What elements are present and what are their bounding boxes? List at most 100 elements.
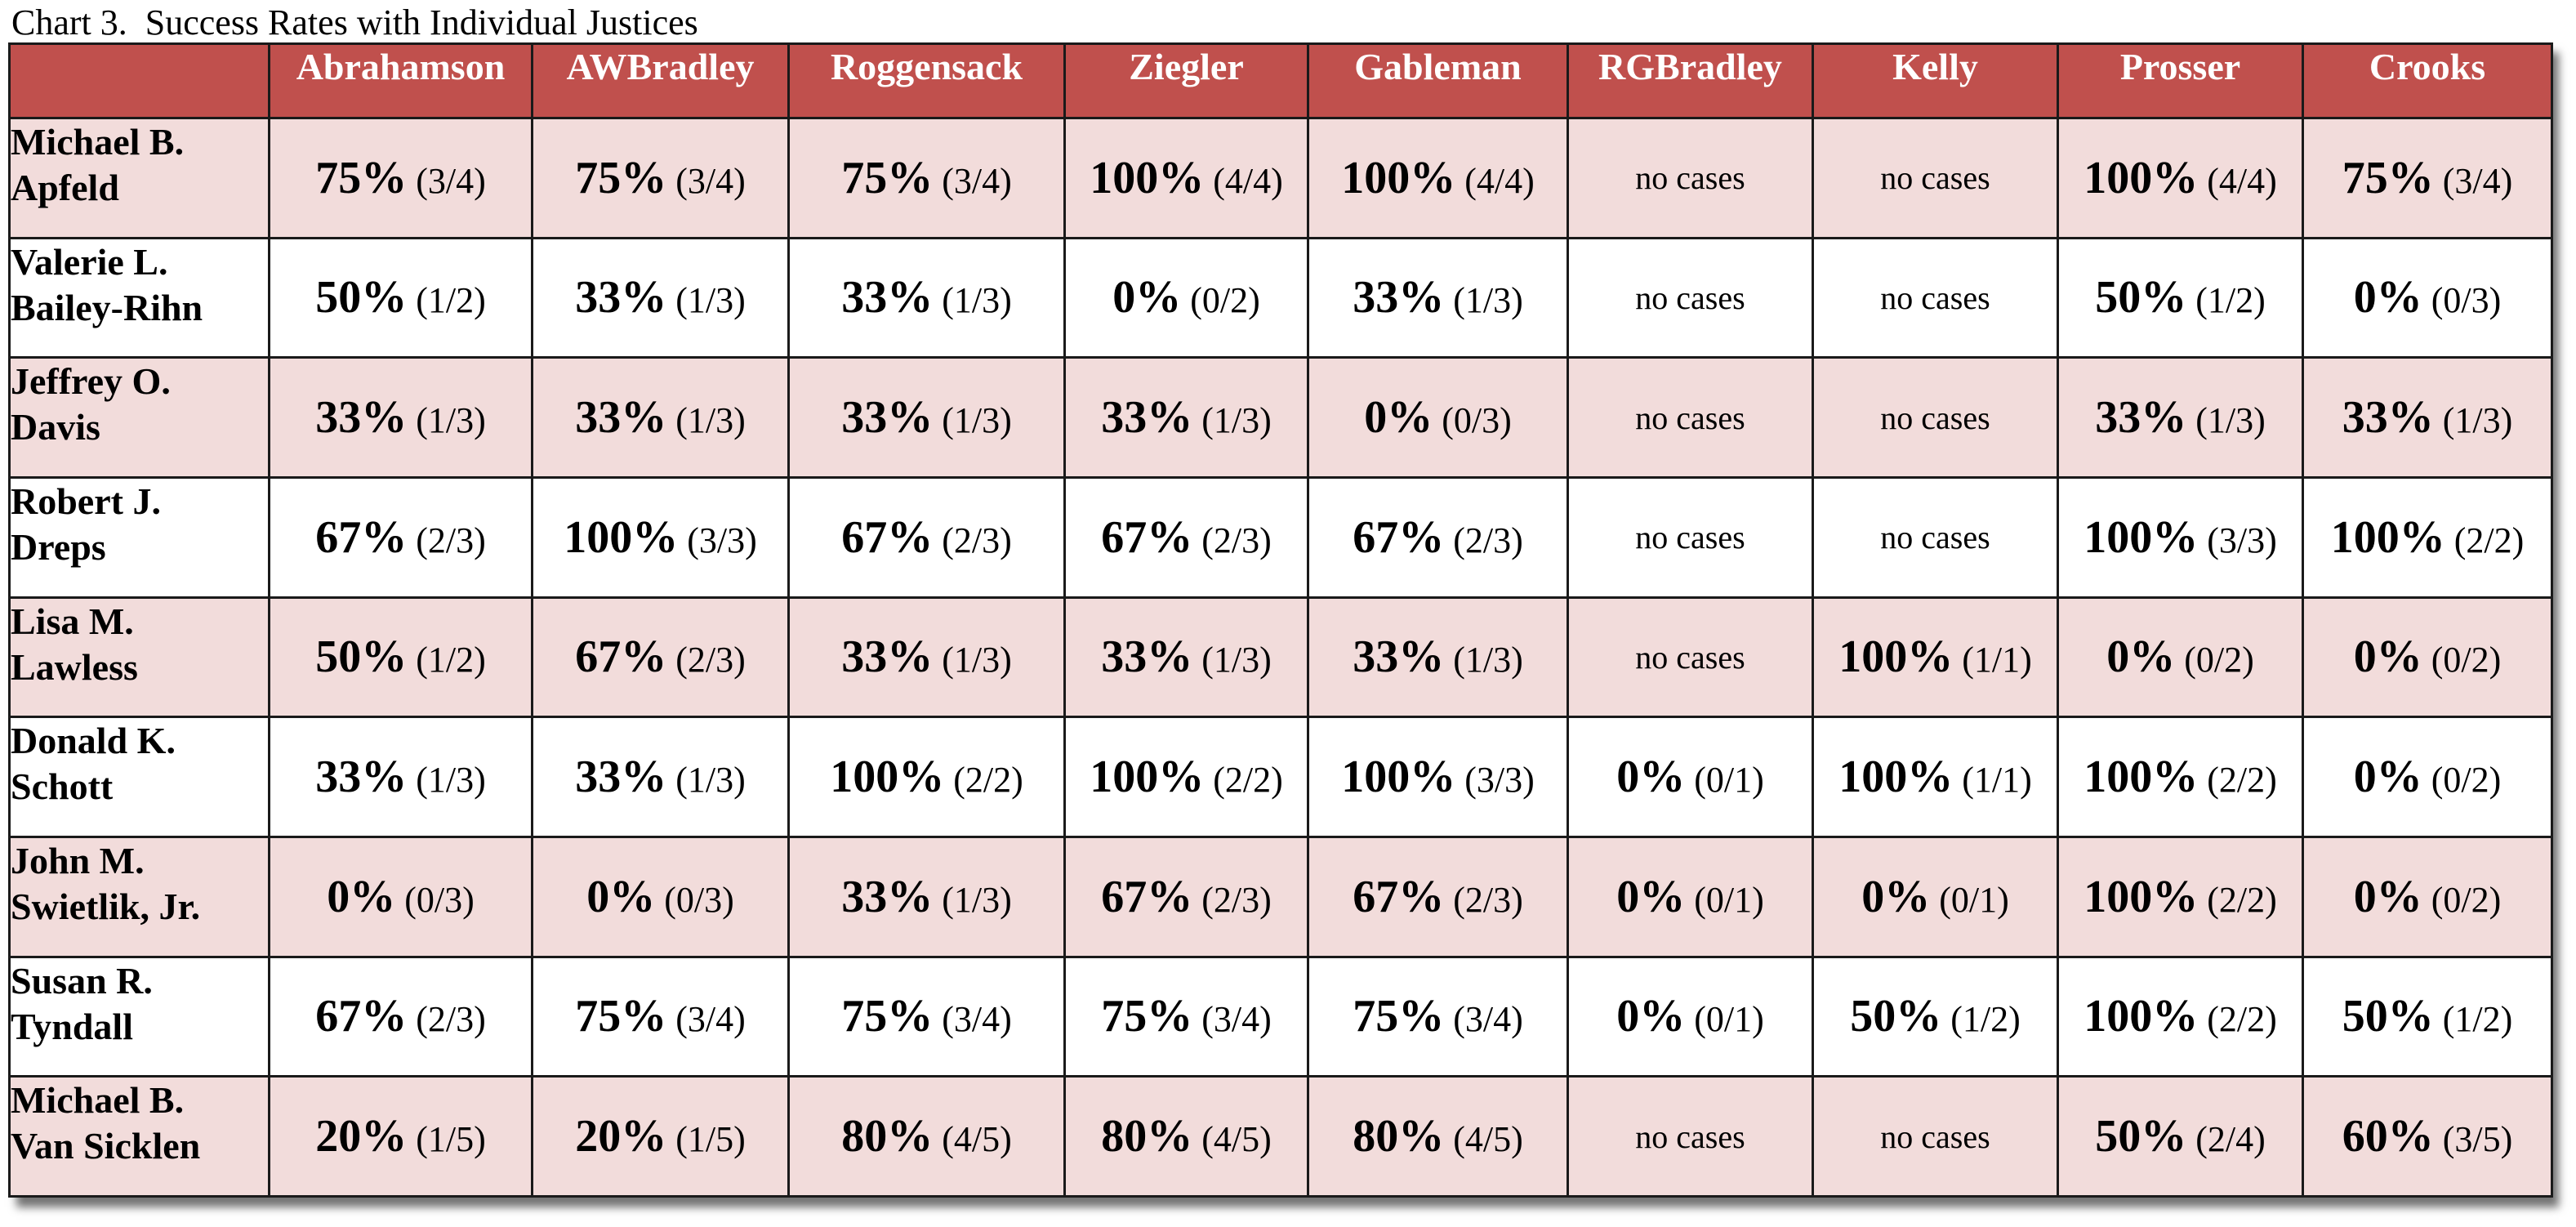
cell-abrahamson: 67% (2/3) xyxy=(268,475,533,599)
cell-ziegler: 100% (4/4) xyxy=(1063,117,1309,239)
row-name-line: Dreps xyxy=(11,525,106,568)
case-count-value: (1/3) xyxy=(933,280,1012,321)
success-rate-value: 20% xyxy=(315,1111,408,1162)
cell-kelly: no cases xyxy=(1812,356,2059,479)
success-rate-value: 33% xyxy=(1101,631,1193,683)
success-rate-value: 0% xyxy=(1364,392,1433,444)
case-count-value: (1/3) xyxy=(666,400,746,441)
cell-gableman: 67% (2/3) xyxy=(1307,835,1569,958)
success-rate-value: 60% xyxy=(2342,1111,2434,1162)
column-header-rgbradley: RGBradley xyxy=(1567,42,1814,119)
case-count-value: (1/3) xyxy=(666,280,746,321)
case-count-value: (3/5) xyxy=(2433,1119,2513,1160)
case-count-value: (1/3) xyxy=(407,760,486,801)
cell-kelly: no cases xyxy=(1812,236,2059,359)
success-rate-value: 33% xyxy=(1353,272,1445,323)
success-rate-value: 100% xyxy=(564,511,679,563)
chart-title: Chart 3. Success Rates with Individual J… xyxy=(11,2,698,42)
cell-awbradley: 20% (1/5) xyxy=(531,1075,790,1198)
cell-kelly: no cases xyxy=(1812,475,2059,599)
row-header-donald-k-schott: Donald K. Schott xyxy=(8,716,270,838)
success-rate-value: 33% xyxy=(841,631,934,683)
cell-roggensack: 75% (3/4) xyxy=(787,117,1066,239)
table-row: Jeffrey O. Davis 33% (1/3) 33% (1/3) 33% (1/… xyxy=(8,356,2553,479)
cell-kelly: no cases xyxy=(1812,1075,2059,1198)
cell-awbradley: 75% (3/4) xyxy=(531,117,790,239)
row-name-line: Robert J. xyxy=(11,480,161,522)
row-name-line: Valerie L. xyxy=(11,240,168,283)
case-count-value: (3/3) xyxy=(678,520,757,560)
row-header-susan-r-tyndall: Susan R. Tyndall xyxy=(8,955,270,1078)
cell-gableman: 0% (0/3) xyxy=(1307,356,1569,479)
case-count-value: (0/1) xyxy=(1685,999,1764,1040)
cell-rgbradley: no cases xyxy=(1567,117,1814,239)
cell-roggensack: 75% (3/4) xyxy=(787,955,1066,1078)
cell-kelly: no cases xyxy=(1812,117,2059,239)
success-rate-value: 67% xyxy=(1353,511,1445,563)
case-count-value: (2/3) xyxy=(1444,879,1523,920)
case-count-value: (2/2) xyxy=(2198,879,2277,920)
case-count-value: (3/3) xyxy=(1455,760,1535,801)
row-header-robert-j-dreps: Robert J. Dreps xyxy=(8,475,270,599)
case-count-value: (1/3) xyxy=(933,879,1012,920)
success-rate-value: 80% xyxy=(1101,1111,1193,1162)
row-name-line: Bailey-Rihn xyxy=(11,286,203,328)
success-rate-value: 67% xyxy=(575,631,667,683)
row-header-michael-b-apfeld: Michael B. Apfeld xyxy=(8,117,270,239)
cell-prosser: 100% (2/2) xyxy=(2057,716,2304,838)
success-rate-value: 100% xyxy=(1341,752,1456,803)
success-rate-value: 67% xyxy=(841,511,934,563)
cell-abrahamson: 50% (1/2) xyxy=(268,596,533,719)
success-rate-value: 33% xyxy=(315,752,408,803)
cell-gableman: 100% (4/4) xyxy=(1307,117,1569,239)
table-row: Susan R. Tyndall 67% (2/3) 75% (3/4) 75% (3/… xyxy=(8,955,2553,1078)
case-count-value: (4/4) xyxy=(1204,160,1283,201)
column-header-gableman: Gableman xyxy=(1307,42,1569,119)
column-header-awbradley: AWBradley xyxy=(531,42,790,119)
cell-abrahamson: 67% (2/3) xyxy=(268,955,533,1078)
cell-awbradley: 67% (2/3) xyxy=(531,596,790,719)
header-row: Abrahamson AWBradley Roggensack Ziegler … xyxy=(8,42,2553,119)
case-count-value: (1/2) xyxy=(2186,280,2266,321)
row-name-line: Davis xyxy=(11,406,100,448)
cell-rgbradley: 0% (0/1) xyxy=(1567,716,1814,838)
row-name-line: Apfeld xyxy=(11,167,119,208)
no-cases-label: no cases xyxy=(1880,279,1990,316)
table-row: Donald K. Schott 33% (1/3) 33% (1/3) 100% (2… xyxy=(8,716,2553,838)
success-rate-value: 0% xyxy=(1616,752,1686,803)
success-rate-value: 100% xyxy=(1341,152,1456,203)
case-count-value: (1/1) xyxy=(1953,640,2032,680)
cell-awbradley: 100% (3/3) xyxy=(531,475,790,599)
case-count-value: (1/3) xyxy=(933,640,1012,680)
success-rate-value: 0% xyxy=(2353,752,2422,803)
case-count-value: (0/2) xyxy=(2175,640,2254,680)
case-count-value: (3/4) xyxy=(666,999,746,1040)
cell-gableman: 33% (1/3) xyxy=(1307,236,1569,359)
row-header-michael-b-van-sicklen: Michael B. Van Sicklen xyxy=(8,1075,270,1198)
no-cases-label: no cases xyxy=(1635,159,1745,197)
success-rate-value: 33% xyxy=(1353,631,1445,683)
case-count-value: (1/3) xyxy=(2433,400,2513,441)
no-cases-label: no cases xyxy=(1880,1118,1990,1155)
cell-kelly: 100% (1/1) xyxy=(1812,596,2059,719)
column-header-abrahamson: Abrahamson xyxy=(268,42,533,119)
success-rate-value: 67% xyxy=(315,991,408,1042)
cell-gableman: 33% (1/3) xyxy=(1307,596,1569,719)
cell-ziegler: 33% (1/3) xyxy=(1063,356,1309,479)
cell-prosser: 50% (1/2) xyxy=(2057,236,2304,359)
cell-prosser: 50% (2/4) xyxy=(2057,1075,2304,1198)
success-rate-value: 0% xyxy=(1616,991,1686,1042)
row-name-line: Lisa M. xyxy=(11,600,134,642)
success-rate-value: 33% xyxy=(841,392,934,444)
row-name-line: Donald K. xyxy=(11,720,176,762)
no-cases-label: no cases xyxy=(1635,1118,1745,1155)
cell-roggensack: 33% (1/3) xyxy=(787,236,1066,359)
success-rate-value: 50% xyxy=(2095,272,2187,323)
row-header-jeffrey-o-davis: Jeffrey O. Davis xyxy=(8,356,270,479)
case-count-value: (1/1) xyxy=(1953,760,2032,801)
case-count-value: (2/3) xyxy=(933,520,1012,560)
case-count-value: (2/3) xyxy=(1192,520,1272,560)
success-rate-value: 0% xyxy=(2353,871,2422,922)
cell-kelly: 100% (1/1) xyxy=(1812,716,2059,838)
success-rate-value: 100% xyxy=(1090,752,1205,803)
